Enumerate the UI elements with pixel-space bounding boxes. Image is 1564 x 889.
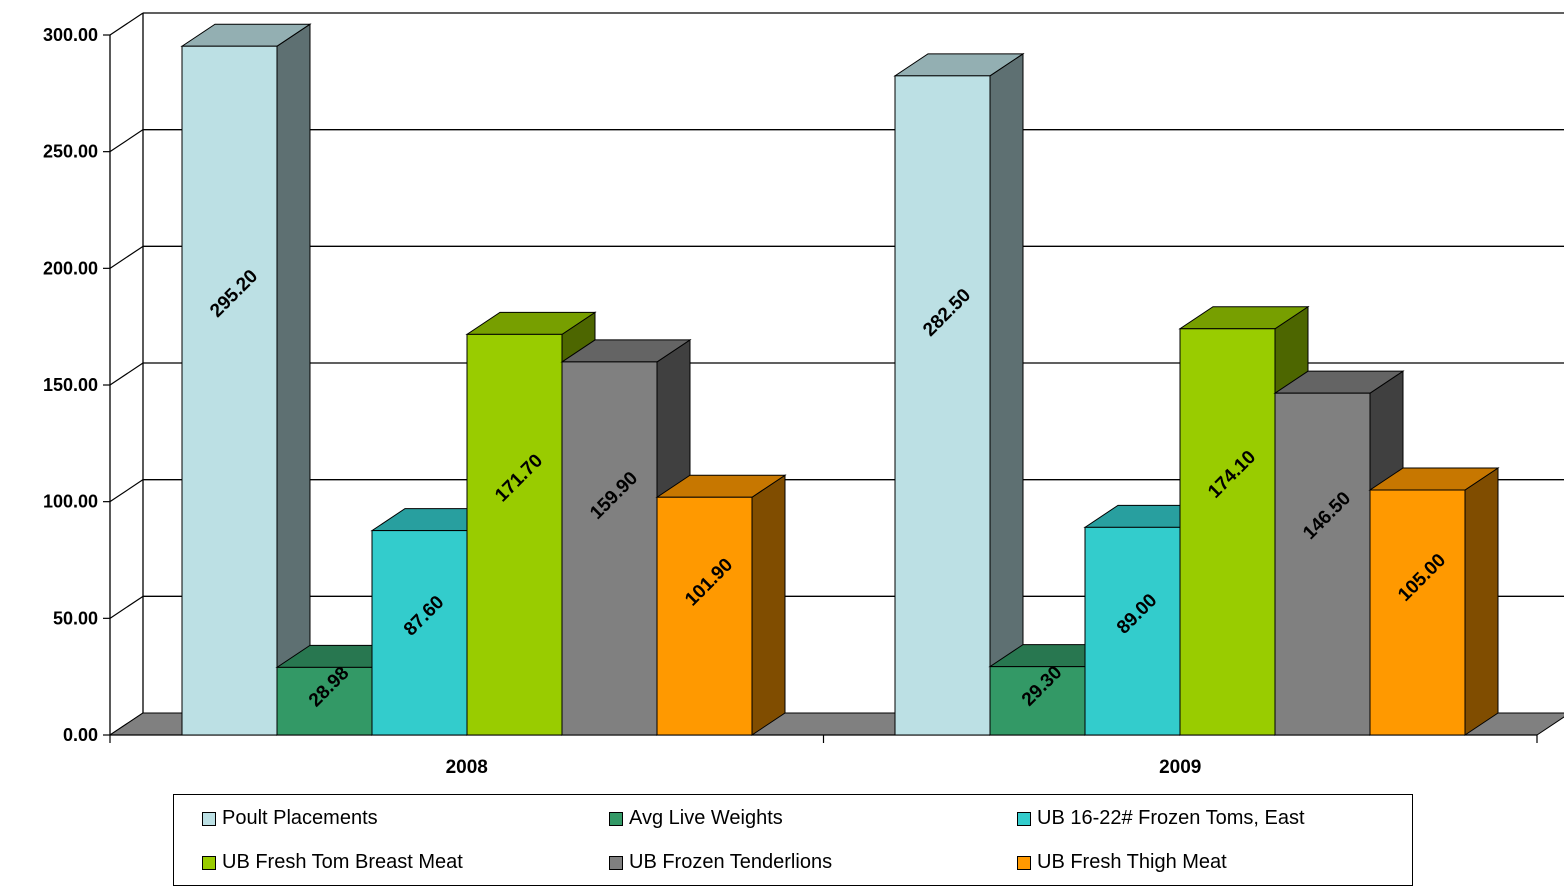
legend-swatch bbox=[202, 811, 216, 826]
legend-item: UB Fresh Thigh Meat bbox=[1017, 851, 1227, 874]
gridline-side bbox=[109, 479, 144, 503]
gridline-side bbox=[109, 12, 144, 36]
bar bbox=[560, 338, 692, 736]
legend-label: UB Frozen Tenderlions bbox=[629, 851, 833, 873]
axis-layer: 0.00 50.00 100.00 150.00 200.00 250.00 300.00 2… bbox=[43, 13, 1538, 778]
legend-swatch bbox=[609, 855, 623, 870]
legend-item: UB Frozen Tenderlions bbox=[609, 851, 832, 874]
y-tick-label: 150.00 bbox=[43, 375, 98, 395]
y-tick-label: 100.00 bbox=[43, 492, 98, 512]
y-tick-label: 300.00 bbox=[43, 25, 98, 45]
legend-label: UB Fresh Tom Breast Meat bbox=[222, 851, 463, 873]
gridline-side bbox=[109, 129, 144, 153]
y-tick-label: 0.00 bbox=[63, 725, 98, 745]
bar bbox=[893, 52, 1025, 736]
legend: Poult Placements Avg Live Weights UB 16-22… bbox=[173, 794, 1413, 886]
legend-swatch bbox=[202, 855, 216, 870]
legend-label: UB Fresh Thigh Meat bbox=[1037, 851, 1227, 873]
y-tick-label: 50.00 bbox=[53, 608, 98, 628]
bar bbox=[1368, 467, 1500, 736]
bar bbox=[655, 474, 787, 736]
x-category-label: 2009 bbox=[1159, 757, 1201, 778]
legend-label: UB 16-22# Frozen Toms, East bbox=[1037, 807, 1305, 829]
legend-label: Avg Live Weights bbox=[629, 807, 783, 829]
legend-item: UB Fresh Tom Breast Meat bbox=[202, 851, 463, 874]
legend-item: Avg Live Weights bbox=[609, 807, 783, 830]
gridline-side bbox=[109, 362, 144, 386]
gridline-side bbox=[109, 245, 144, 269]
legend-swatch bbox=[609, 811, 623, 826]
y-tick-label: 250.00 bbox=[43, 142, 98, 162]
legend-swatch bbox=[1017, 855, 1031, 870]
legend-item: Poult Placements bbox=[202, 807, 378, 830]
gridline-side bbox=[109, 595, 144, 619]
bar bbox=[180, 23, 312, 736]
bars-layer bbox=[180, 23, 1500, 736]
legend-label: Poult Placements bbox=[222, 807, 378, 829]
legend-swatch bbox=[1017, 811, 1031, 826]
legend-item: UB 16-22# Frozen Toms, East bbox=[1017, 807, 1305, 830]
y-tick-label: 200.00 bbox=[43, 258, 98, 278]
x-category-label: 2008 bbox=[446, 757, 488, 778]
